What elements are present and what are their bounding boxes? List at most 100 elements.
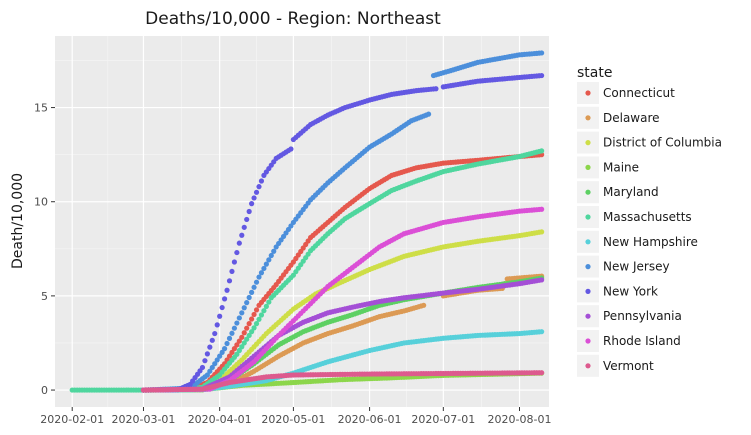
data-point xyxy=(204,372,210,378)
data-point xyxy=(226,278,233,284)
data-point xyxy=(229,330,235,336)
legend-label: Pennsylvania xyxy=(603,309,682,323)
data-point xyxy=(241,340,247,346)
data-point xyxy=(214,357,220,363)
y-tick-label: 5 xyxy=(41,290,48,303)
y-tick-label: 0 xyxy=(41,384,48,397)
series-vermont xyxy=(140,370,545,393)
legend-label: Maryland xyxy=(603,185,659,199)
data-point xyxy=(425,111,432,117)
plot-panel xyxy=(55,36,549,407)
x-tick-label: 2020-04-01 xyxy=(188,413,252,426)
data-point xyxy=(244,336,250,342)
legend-item: New York xyxy=(577,280,658,303)
data-point xyxy=(231,325,238,331)
data-point xyxy=(229,268,235,275)
legend-label: Massachusetts xyxy=(603,210,692,224)
data-point xyxy=(221,296,228,302)
legend-item: Maine xyxy=(577,156,639,179)
legend-item: Vermont xyxy=(577,354,654,377)
data-point xyxy=(261,265,267,272)
data-point xyxy=(219,304,225,311)
data-point xyxy=(241,305,247,311)
data-point xyxy=(209,337,215,343)
legend-marker xyxy=(585,189,591,195)
data-point xyxy=(236,347,242,354)
data-point xyxy=(539,277,545,283)
y-axis-title: Death/10,000 xyxy=(10,173,26,269)
legend-item: Connecticut xyxy=(577,82,675,104)
data-point xyxy=(231,346,238,352)
data-point xyxy=(226,353,233,359)
legend-label: Maine xyxy=(603,160,639,174)
data-point xyxy=(421,302,427,308)
data-point xyxy=(271,248,277,254)
data-point xyxy=(539,229,545,235)
data-point xyxy=(217,313,223,319)
data-point xyxy=(256,184,262,190)
data-point xyxy=(226,335,233,341)
data-point xyxy=(236,338,242,344)
data-point xyxy=(236,240,242,246)
data-point xyxy=(539,370,545,376)
data-point xyxy=(244,325,250,331)
data-point xyxy=(251,325,257,331)
data-point xyxy=(202,358,208,364)
legend-marker xyxy=(585,164,591,170)
legend-marker xyxy=(585,363,591,369)
data-point xyxy=(241,224,247,230)
data-point xyxy=(258,312,265,318)
data-point xyxy=(246,332,252,339)
y-tick-label: 15 xyxy=(34,102,48,115)
data-point xyxy=(244,300,250,306)
legend-label: New Jersey xyxy=(603,260,670,274)
x-tick-label: 2020-05-01 xyxy=(261,413,325,426)
data-point xyxy=(204,351,210,357)
x-tick-label: 2020-08-01 xyxy=(488,413,552,426)
data-point xyxy=(239,334,245,340)
data-point xyxy=(199,364,206,371)
axis-ticks: 0 5 10 15 2020-02-01 2020-03-01 2020-04-01 2020… xyxy=(34,102,551,426)
data-point xyxy=(268,252,274,259)
data-point xyxy=(219,349,225,355)
data-point xyxy=(249,289,255,295)
legend-item: Rhode Island xyxy=(577,330,681,352)
data-point xyxy=(234,249,240,256)
data-point xyxy=(256,274,262,280)
legend-item: District of Columbia xyxy=(577,131,722,154)
legend-title: state xyxy=(577,65,612,81)
data-point xyxy=(253,321,260,327)
data-point xyxy=(244,216,250,223)
data-point xyxy=(251,284,257,290)
legend: Connecticut Delaware District of Columbia M… xyxy=(577,82,722,377)
legend-label: New York xyxy=(603,284,658,298)
data-point xyxy=(212,361,218,367)
legend-label: Connecticut xyxy=(603,86,675,100)
y-tick-label: 10 xyxy=(34,196,48,209)
data-point xyxy=(249,316,255,322)
data-point xyxy=(234,320,240,326)
data-point xyxy=(231,259,238,265)
x-tick-label: 2020-03-01 xyxy=(112,413,176,426)
data-point xyxy=(251,195,257,201)
data-point xyxy=(263,303,269,309)
data-point xyxy=(207,344,213,350)
legend-item: Maryland xyxy=(577,181,659,204)
data-point xyxy=(253,279,260,285)
x-tick-label: 2020-02-01 xyxy=(40,413,104,426)
data-points xyxy=(69,50,545,393)
data-point xyxy=(209,364,215,371)
data-point xyxy=(288,146,294,152)
data-point xyxy=(246,321,252,327)
legend-marker xyxy=(585,338,591,344)
legend-label: Vermont xyxy=(603,359,654,373)
data-point xyxy=(253,307,260,313)
legend-marker xyxy=(585,313,591,319)
data-point xyxy=(261,308,267,314)
data-point xyxy=(433,86,439,92)
data-point xyxy=(539,148,545,154)
x-tick-label: 2020-06-01 xyxy=(338,413,402,426)
data-point xyxy=(256,316,262,322)
data-point xyxy=(539,50,545,56)
